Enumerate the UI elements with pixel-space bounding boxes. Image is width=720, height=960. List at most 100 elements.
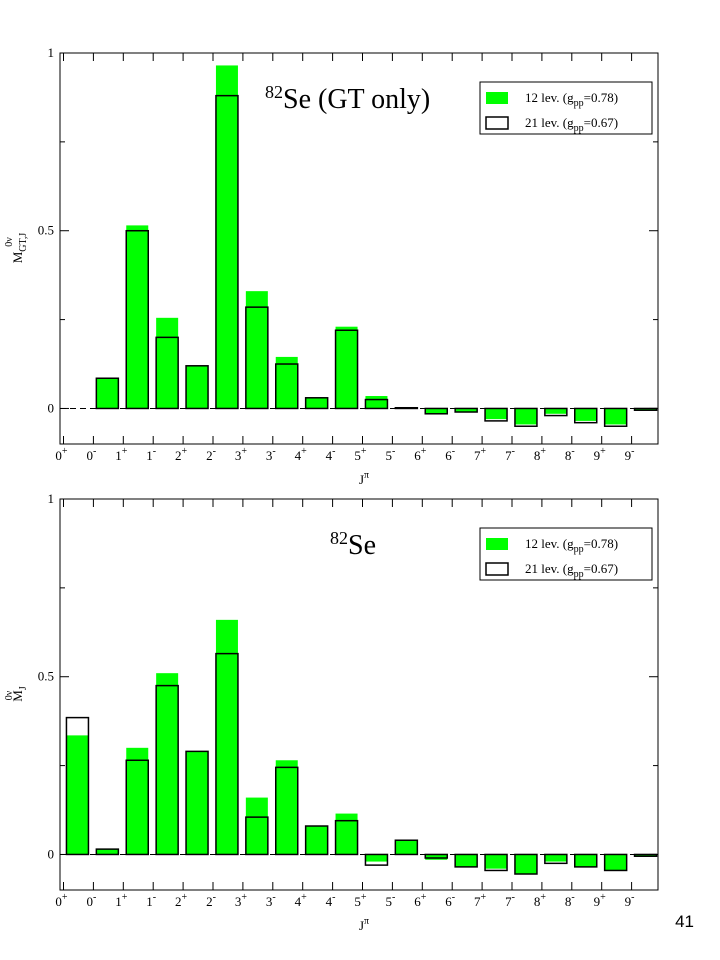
bar-green [604, 408, 627, 425]
bar-outline [424, 407, 448, 415]
bar-green [425, 854, 448, 860]
x-tick-label: 3- [266, 446, 276, 463]
bar-outline [603, 407, 628, 427]
bar-outline [185, 365, 209, 410]
bar-outline [454, 853, 478, 868]
x-tick-label: 8- [565, 446, 575, 463]
bar-green [156, 317, 179, 409]
x-tick-label: 0- [86, 892, 96, 909]
x-tick-label: 6- [445, 892, 455, 909]
bar-outline [574, 407, 598, 424]
bar-outline [125, 759, 149, 856]
bar-outline [304, 825, 329, 856]
x-tick-label: 7+ [474, 446, 487, 463]
bar-outline [633, 407, 658, 411]
x-tick-label: 1- [146, 892, 156, 909]
bar-outline [245, 306, 269, 410]
x-tick-label: 0+ [55, 446, 68, 463]
bar-outline [454, 407, 478, 413]
bar-green [215, 65, 238, 409]
bar-green [365, 854, 388, 862]
legend-label: 21 lev. (gpp=0.67) [525, 115, 618, 134]
bar-outline [484, 853, 508, 872]
bar-green [275, 356, 298, 409]
x-tick-label: 7+ [474, 892, 487, 909]
bar-outline [544, 853, 568, 865]
bar-green [395, 840, 418, 855]
bar-outline [334, 329, 359, 410]
chart-panel-2: 0 0.5 1 0+ 0- 1+ 1- 2+ 2- 3+ 3- 4+ 4- 5+ 5- 6+ 6- 7+ 7- 8+ 8… [4, 491, 659, 933]
bar-outline [304, 397, 329, 410]
x-tick-label: 3+ [235, 892, 248, 909]
x-tick-label: 4- [326, 892, 336, 909]
plot-frame-top [59, 498, 659, 891]
legend-swatch-outline [485, 116, 509, 130]
bar-green [156, 673, 179, 855]
x-tick-label: 6+ [414, 892, 427, 909]
bar-green [96, 378, 119, 409]
x-tick-label: 7- [505, 892, 515, 909]
legend-label: 12 lev. (gpp=0.78) [525, 90, 618, 109]
x-tick-label: 8+ [534, 892, 547, 909]
bar-green [425, 408, 448, 414]
bar-outline [394, 406, 419, 410]
bar-outline [95, 377, 120, 410]
x-tick-label: 2+ [175, 446, 188, 463]
y-tick-label: 0 [48, 400, 55, 415]
x-tick-label: 4+ [295, 892, 308, 909]
x-tick-label: 6- [445, 446, 455, 463]
x-tick-label: 9+ [594, 892, 607, 909]
legend-label: 21 lev. (gpp=0.67) [525, 561, 618, 580]
bar-outline [215, 94, 239, 410]
bar-outline [394, 839, 419, 856]
bar-outline [95, 848, 120, 856]
bar-outline [514, 853, 538, 875]
bar-outline [603, 853, 628, 872]
bar-outline [574, 853, 598, 868]
x-tick-label: 9+ [594, 446, 607, 463]
y-axis-label: MGT,J0ν [4, 233, 29, 264]
bar-outline [514, 407, 538, 427]
chart-title: 82Se (GT only) [265, 82, 430, 115]
bar-green [544, 408, 567, 414]
bar-outline [215, 652, 239, 856]
bar-green [634, 408, 657, 411]
x-tick-label: 1- [146, 446, 156, 463]
bar-green [514, 408, 537, 425]
chart-panel-1: 0 0.5 1 0+ 0- 1+ 1- 2+ 2- 3+ 3- 4+ 4- 5+ 5- 6+ 6- 7+ 7- 8+ 8… [4, 45, 659, 487]
bar-outline [364, 853, 389, 866]
y-tick-label: 1 [48, 45, 55, 60]
x-tick-label: 3- [266, 892, 276, 909]
y-tick-label: 1 [48, 491, 55, 506]
x-tick-label: 0- [86, 446, 96, 463]
bar-outline [334, 819, 359, 856]
bar-green [335, 326, 358, 409]
x-tick-label: 6+ [414, 446, 427, 463]
bar-green [305, 826, 328, 855]
bar-green [126, 747, 149, 855]
bar-outline [424, 853, 448, 859]
x-tick-label: 4- [326, 446, 336, 463]
bar-green [186, 751, 209, 855]
bar-outline [155, 684, 179, 856]
y-tick-label: 0.5 [38, 669, 54, 684]
bar-green [574, 408, 597, 421]
x-tick-label: 4+ [295, 446, 308, 463]
bar-outline [275, 363, 299, 410]
x-tick-label: 5- [385, 892, 395, 909]
plot-frame-top [59, 52, 659, 445]
x-axis-label: Jπ [359, 916, 369, 933]
y-tick-label: 0.5 [38, 223, 54, 238]
bar-green [335, 813, 358, 855]
x-tick-label: 9- [625, 446, 635, 463]
x-tick-label: 8+ [534, 446, 547, 463]
x-tick-label: 8- [565, 892, 575, 909]
y-tick-label: 0 [48, 846, 55, 861]
bar-outline [275, 766, 299, 856]
bar-outline [544, 407, 568, 417]
x-tick-label: 1+ [115, 892, 128, 909]
bar-green [126, 225, 149, 409]
x-tick-label: 7- [505, 446, 515, 463]
y-axis-label: MJ0ν [4, 686, 29, 702]
